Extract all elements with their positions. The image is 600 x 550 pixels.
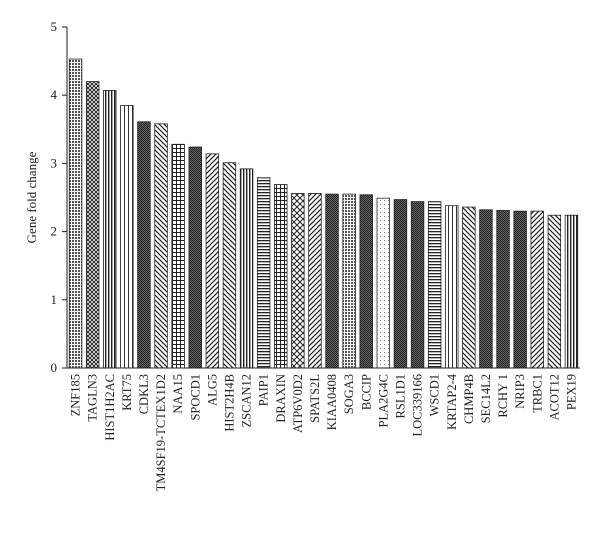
x-axis: ZNF185 TAGLN3 HIST1H2AC KRT75 CDKL3 TM4SF19-T… — [67, 367, 580, 491]
bar — [85, 81, 100, 369]
bar — [393, 199, 408, 369]
x-tick-label: PEX19 — [564, 374, 578, 410]
x-tick-label: SPATS2L — [308, 374, 322, 423]
bar — [68, 58, 83, 369]
x-tick-label: DRAXIN — [274, 374, 288, 423]
bar — [171, 143, 185, 369]
x-tick-label: SEC14L2 — [479, 374, 493, 423]
y-axis: 0 1 2 3 4 5 — [51, 19, 68, 375]
x-tick-label: HIST1H2AC — [103, 374, 117, 441]
bar — [445, 205, 459, 369]
bar — [103, 90, 117, 369]
x-tick-label: RCHY 1 — [496, 374, 510, 418]
bar — [462, 206, 476, 369]
y-tick-label: 0 — [51, 360, 58, 375]
x-tick-label: SOGA3 — [342, 374, 356, 414]
x-tick-label: KIAA0408 — [325, 374, 339, 430]
bar — [137, 121, 151, 369]
bar — [410, 201, 425, 369]
bar — [256, 177, 271, 369]
y-tick-label: 2 — [51, 224, 58, 239]
bar — [325, 193, 339, 369]
x-tick-label: ATP6V0D2 — [291, 374, 305, 433]
bar — [513, 210, 527, 369]
bar — [376, 197, 391, 369]
x-tick-label: CHMP4B — [462, 374, 476, 424]
x-tick-label: LOC339166 — [411, 374, 425, 437]
bar — [496, 210, 510, 369]
y-tick-label: 3 — [51, 155, 58, 170]
bar — [274, 184, 288, 369]
bar — [291, 193, 305, 369]
y-axis-title: Gene fold change — [24, 151, 39, 243]
x-tick-label: TRBC1 — [530, 374, 544, 413]
y-tick-label: 5 — [51, 19, 58, 34]
bar — [547, 214, 562, 369]
x-tick-label: HIST2H4B — [222, 374, 236, 432]
x-tick-label: PAIP1 — [257, 374, 271, 406]
bar — [564, 214, 579, 369]
y-tick-label: 1 — [51, 292, 58, 307]
bar — [239, 168, 254, 369]
x-tick-label: KRT75 — [120, 374, 134, 411]
bar — [530, 210, 544, 369]
bars — [68, 58, 579, 369]
x-tick-label: TAGLN3 — [86, 374, 100, 422]
x-tick-label: ALG5 — [205, 374, 219, 406]
bar — [308, 193, 322, 369]
x-tick-label: TM4SF19-TCTEX1D2 — [154, 374, 168, 491]
bar — [188, 146, 202, 369]
x-tick-label: KRTAP2-4 — [445, 373, 459, 430]
x-tick-label: ACOT12 — [547, 374, 561, 421]
x-tick-label: BCCIP — [359, 374, 373, 410]
bar — [120, 105, 134, 369]
y-tick-label: 4 — [51, 87, 58, 102]
bar — [222, 162, 237, 369]
x-tick-label: PLA2G4C — [376, 374, 390, 427]
x-tick-label: CDKL3 — [137, 374, 151, 414]
x-tick-label: ZSCAN12 — [240, 374, 254, 427]
x-tick-label: RSL1D1 — [393, 374, 407, 418]
bar — [154, 123, 168, 369]
bar — [205, 153, 220, 369]
x-tick-label: NAA15 — [171, 374, 185, 414]
bar — [342, 193, 356, 369]
x-tick-label: NRIP3 — [513, 374, 527, 409]
bar — [427, 201, 442, 369]
bar — [479, 209, 493, 369]
bar — [359, 194, 373, 369]
x-tick-label: ZNF185 — [69, 374, 83, 416]
x-tick-label: WSCD1 — [428, 374, 442, 416]
x-tick-label: SPOCD1 — [188, 374, 202, 421]
